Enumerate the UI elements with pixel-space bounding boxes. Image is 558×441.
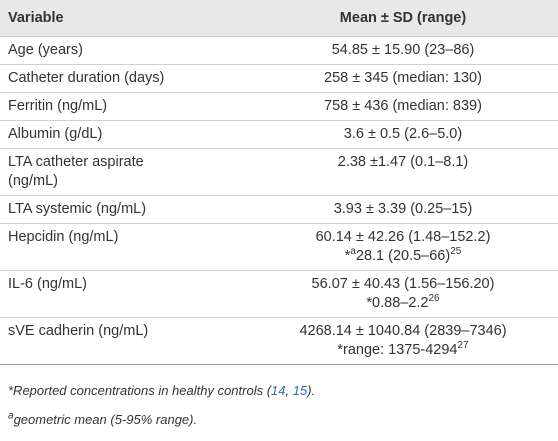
variable-text: IL-6 (ng/mL) [8,276,87,292]
table-body: Age (years) 54.85 ± 15.90 (23–86) Catheter… [0,36,558,365]
table-row: LTA catheter aspirate (ng/mL) 2.38 ±1.47 … [0,148,558,196]
variable-text: Age (years) [8,42,83,58]
variable-text: Ferritin (ng/mL) [8,98,108,114]
table-row: Hepcidin (ng/mL) 60.14 ± 42.26 (1.48–152.… [0,223,558,271]
header-cell: Variable [0,0,248,37]
value-cell: 60.14 ± 42.26 (1.48–152.2) *a28.1 (20.5–6… [248,223,558,271]
footnote: *Reported concentrations in healthy cont… [8,376,550,405]
text-run: , [285,383,293,398]
value-text: 3.6 ± 0.5 (2.6–5.0) [343,126,463,142]
reference-value: *a28.1 (20.5–66)25 [256,247,550,266]
table-row: LTA systemic (ng/mL) 3.93 ± 3.39 (0.25–15… [0,195,558,224]
variable-cell: sVE cadherin (ng/mL) [0,317,248,365]
table-row: sVE cadherin (ng/mL) 4268.14 ± 1040.84 (2… [0,317,558,365]
value-cell: 758 ± 436 (median: 839) [248,92,558,121]
header-row: Variable Mean ± SD (range) [0,0,558,37]
variable-cell: Catheter duration (days) [0,64,248,93]
reference-value: *0.88–2.226 [256,294,550,313]
variable-cell: Ferritin (ng/mL) [0,92,248,121]
value-cell: 2.38 ±1.47 (0.1–8.1) [248,148,558,196]
variable-text: LTA systemic (ng/mL) [8,201,147,217]
citation-link[interactable]: 15 [292,383,308,398]
value-cell: 56.07 ± 40.43 (1.56–156.20) *0.88–2.226 [248,270,558,318]
variable-cell: IL-6 (ng/mL) [0,270,248,318]
value-cell: 4268.14 ± 1040.84 (2839–7346) *range: 137… [248,317,558,365]
footnotes: *Reported concentrations in healthy cont… [0,365,558,434]
text-run: geometric mean (5-95% range). [13,412,198,427]
superscript: a [8,410,14,422]
variable-text: Catheter duration (days) [8,70,165,86]
variable-text: Hepcidin (ng/mL) [8,229,119,245]
value-text: 60.14 ± 42.26 (1.48–152.2) [315,229,491,245]
value-text: 2.38 ±1.47 (0.1–8.1) [337,154,469,170]
citation-link[interactable]: 14 [271,383,286,398]
text-run: *Reported concentrations in healthy cont… [8,383,272,398]
value-cell: 54.85 ± 15.90 (23–86) [248,36,558,65]
value-cell: 3.6 ± 0.5 (2.6–5.0) [248,120,558,149]
value-cell: 3.93 ± 3.39 (0.25–15) [248,195,558,224]
superscript: a [350,246,356,258]
variable-text: LTA catheter aspirate (ng/mL) [8,154,144,189]
header-cell: Mean ± SD (range) [248,0,558,37]
table-row: Age (years) 54.85 ± 15.90 (23–86) [0,36,558,65]
footnote: ageometric mean (5-95% range). [8,405,550,434]
table-row: Catheter duration (days) 258 ± 345 (media… [0,64,558,93]
value-cell: 258 ± 345 (median: 130) [248,64,558,93]
table-row: IL-6 (ng/mL) 56.07 ± 40.43 (1.56–156.20) *… [0,270,558,318]
value-text: 54.85 ± 15.90 (23–86) [331,42,475,58]
superscript: 27 [457,340,469,352]
value-text: 3.93 ± 3.39 (0.25–15) [333,201,473,217]
value-text: 56.07 ± 40.43 (1.56–156.20) [311,276,495,292]
text-run: ). [307,383,316,398]
table-row: Albumin (g/dL) 3.6 ± 0.5 (2.6–5.0) [0,120,558,149]
value-text: 258 ± 345 (median: 130) [324,70,482,86]
superscript: 25 [450,246,462,258]
data-table: Variable Mean ± SD (range) Age (years) 54… [0,0,558,365]
text-run: 28.1 (20.5–66) [355,248,451,264]
variable-text: sVE cadherin (ng/mL) [8,323,149,339]
text-run: *0.88–2.2 [366,295,429,311]
table-row: Ferritin (ng/mL) 758 ± 436 (median: 839) [0,92,558,121]
variable-text: Albumin (g/dL) [8,126,103,142]
variable-cell: Hepcidin (ng/mL) [0,223,248,271]
variable-cell: Albumin (g/dL) [0,120,248,149]
variable-cell: Age (years) [0,36,248,65]
superscript: 26 [428,293,440,305]
reference-value: *range: 1375-429427 [256,341,550,360]
variable-cell: LTA systemic (ng/mL) [0,195,248,224]
value-text: 758 ± 436 (median: 839) [324,98,482,114]
text-run: *range: 1375-4294 [337,342,458,358]
variable-cell: LTA catheter aspirate (ng/mL) [0,148,248,196]
value-text: 4268.14 ± 1040.84 (2839–7346) [299,323,507,339]
text-run: * [344,248,351,264]
